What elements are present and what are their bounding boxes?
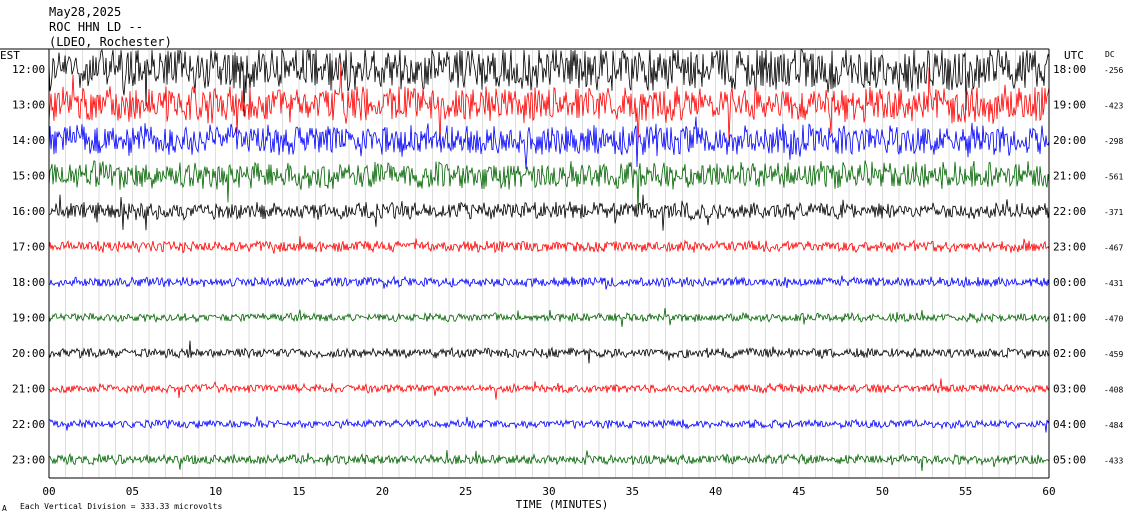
utc-hour-label: 04:00 xyxy=(1053,418,1086,431)
utc-hour-label: 02:00 xyxy=(1053,347,1086,360)
x-tick-label: 00 xyxy=(42,485,55,498)
dc-offset-label: -433 xyxy=(1104,457,1123,466)
minute-grid xyxy=(65,49,1033,478)
utc-zone-label: UTC xyxy=(1064,49,1084,62)
dc-offset-label: -561 xyxy=(1104,173,1123,182)
trace-line xyxy=(48,194,1050,231)
utc-hour-label: 22:00 xyxy=(1053,205,1086,218)
utc-hour-label: 18:00 xyxy=(1053,63,1086,76)
row-labels: 12:00 18:00 -256 13:00 19:00 -423 14:00 20:00 -2… xyxy=(12,63,1123,467)
x-tick-label: 35 xyxy=(626,485,639,498)
dc-offset-label: -371 xyxy=(1104,208,1123,217)
dc-offset-label: -459 xyxy=(1104,350,1123,359)
x-tick-labels: 00 05 10 15 20 25 30 35 40 45 50 55 60 xyxy=(42,485,1055,498)
x-tick-label: 45 xyxy=(792,485,805,498)
trace-line xyxy=(48,450,1050,472)
dc-header-label: DC xyxy=(1105,50,1115,59)
trace-line xyxy=(48,61,1050,146)
x-axis-title: TIME (MINUTES) xyxy=(516,498,609,511)
x-tick-label: 05 xyxy=(126,485,139,498)
trace-group xyxy=(48,48,1050,472)
est-hour-label: 20:00 xyxy=(12,347,45,360)
est-hour-label: 22:00 xyxy=(12,418,45,431)
x-tick-label: 60 xyxy=(1042,485,1055,498)
est-hour-label: 19:00 xyxy=(12,312,45,325)
station-label: ROC HHN LD -- xyxy=(49,20,143,34)
trace-line xyxy=(48,160,1050,211)
utc-hour-label: 05:00 xyxy=(1053,454,1086,467)
est-hour-label: 21:00 xyxy=(12,383,45,396)
trace-line xyxy=(48,236,1050,254)
x-tick-label: 20 xyxy=(376,485,389,498)
network-label: (LDEO, Rochester) xyxy=(49,35,172,49)
x-tick-label: 30 xyxy=(542,485,555,498)
est-hour-label: 12:00 xyxy=(12,63,45,76)
x-tick-label: 40 xyxy=(709,485,722,498)
dc-offset-label: -484 xyxy=(1104,421,1123,430)
dc-offset-label: -423 xyxy=(1104,102,1123,111)
est-hour-label: 18:00 xyxy=(12,276,45,289)
est-hour-label: 16:00 xyxy=(12,205,45,218)
utc-hour-label: 01:00 xyxy=(1053,312,1086,325)
est-zone-label: EST xyxy=(0,49,20,62)
trace-line xyxy=(48,48,1050,117)
utc-hour-label: 21:00 xyxy=(1053,170,1086,183)
utc-hour-label: 19:00 xyxy=(1053,99,1086,112)
scale-note: Each Vertical Division = 333.33 microvol… xyxy=(20,502,222,511)
trace-line xyxy=(48,275,1050,290)
x-tick-label: 15 xyxy=(292,485,305,498)
est-hour-label: 17:00 xyxy=(12,241,45,254)
x-tick-label: 25 xyxy=(459,485,472,498)
trace-line xyxy=(48,308,1050,327)
date-label: May28,2025 xyxy=(49,5,121,19)
trace-line xyxy=(48,378,1050,400)
est-hour-label: 14:00 xyxy=(12,134,45,147)
utc-hour-label: 20:00 xyxy=(1053,134,1086,147)
trace-line xyxy=(48,340,1050,364)
utc-hour-label: 00:00 xyxy=(1053,276,1086,289)
corner-mark: A xyxy=(2,504,7,513)
x-tick-label: 10 xyxy=(209,485,222,498)
est-hour-label: 23:00 xyxy=(12,454,45,467)
utc-hour-label: 03:00 xyxy=(1053,383,1086,396)
x-tick-label: 50 xyxy=(876,485,889,498)
dc-offset-label: -467 xyxy=(1104,244,1123,253)
dc-offset-label: -256 xyxy=(1104,66,1123,75)
x-tick-label: 55 xyxy=(959,485,972,498)
dc-offset-label: -431 xyxy=(1104,279,1123,288)
est-hour-label: 15:00 xyxy=(12,170,45,183)
dc-offset-label: -408 xyxy=(1104,386,1123,395)
est-hour-label: 13:00 xyxy=(12,99,45,112)
dc-offset-label: -470 xyxy=(1104,315,1123,324)
trace-line xyxy=(48,416,1050,433)
dc-offset-label: -298 xyxy=(1104,137,1123,146)
trace-line xyxy=(48,116,1050,169)
utc-hour-label: 23:00 xyxy=(1053,241,1086,254)
